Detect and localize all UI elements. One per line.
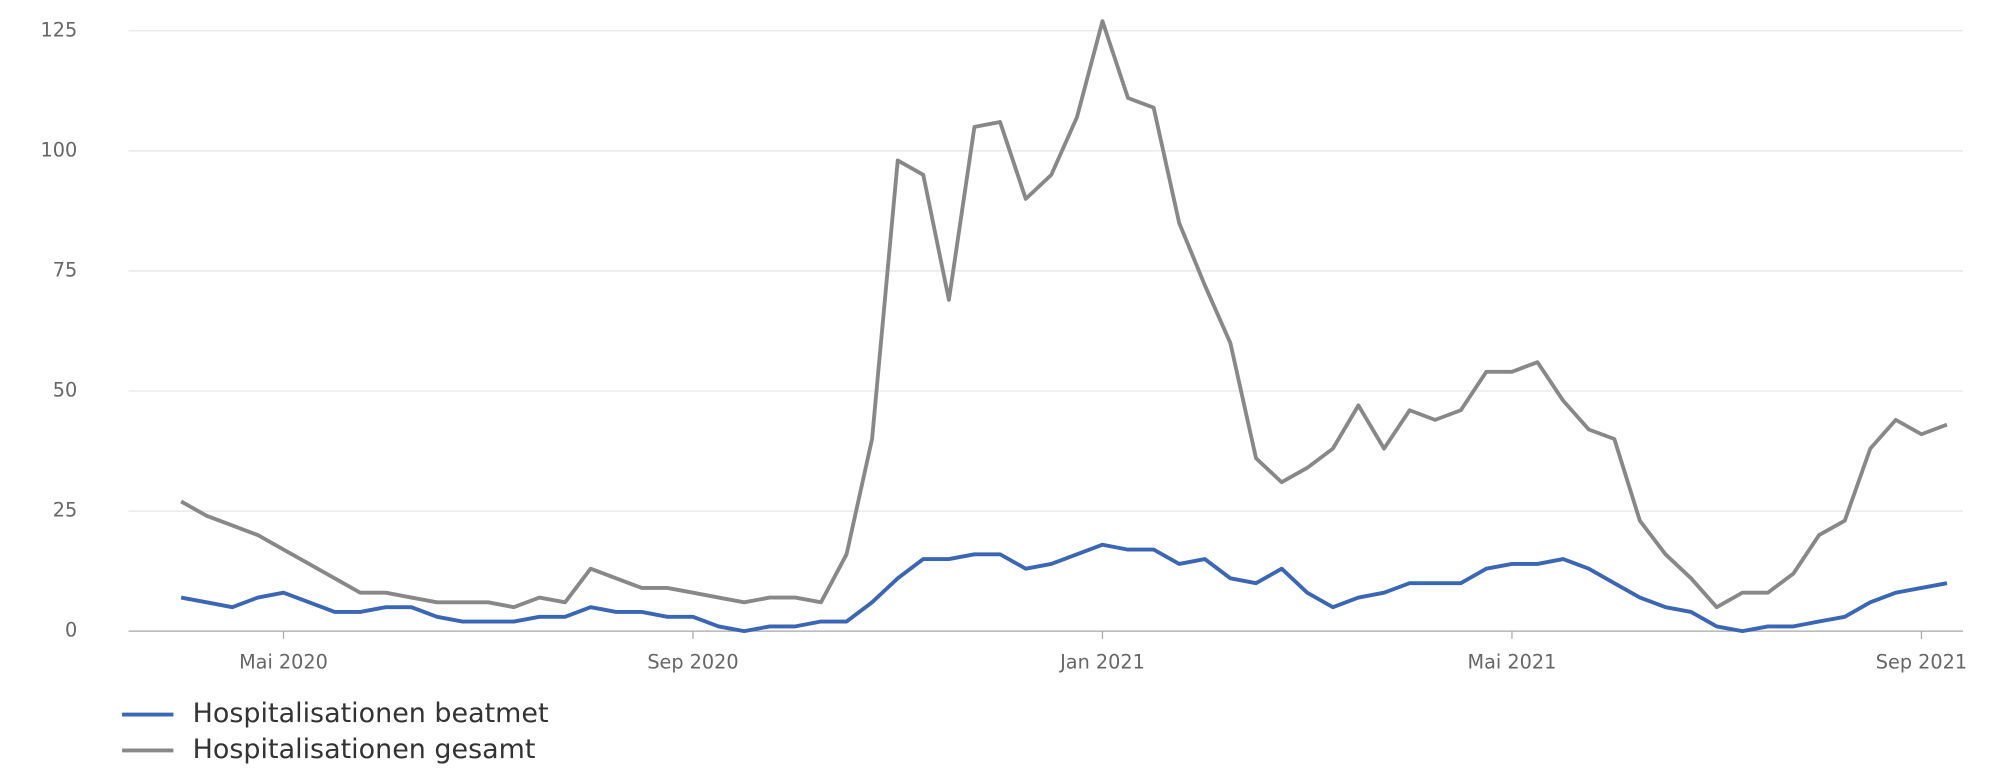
series-line: [180, 19, 1948, 610]
y-tick-label: 100: [40, 138, 77, 161]
legend-label: Hospitalisationen beatmet: [193, 698, 549, 729]
x-tick-label: Mai 2020: [239, 651, 328, 674]
series-line: [180, 542, 1948, 634]
x-tick-label: Sep 2021: [1876, 651, 1967, 674]
y-tick-label: 75: [53, 258, 77, 281]
x-tick-label: Sep 2020: [647, 651, 738, 674]
legend-label: Hospitalisationen gesamt: [193, 734, 536, 765]
x-tick-label: Jan 2021: [1059, 651, 1145, 674]
y-tick-label: 25: [53, 499, 77, 522]
x-tick-label: Mai 2021: [1468, 651, 1557, 674]
y-tick-label: 50: [53, 379, 77, 402]
y-tick-label: 0: [65, 619, 77, 642]
y-tick-label: 125: [40, 18, 77, 41]
